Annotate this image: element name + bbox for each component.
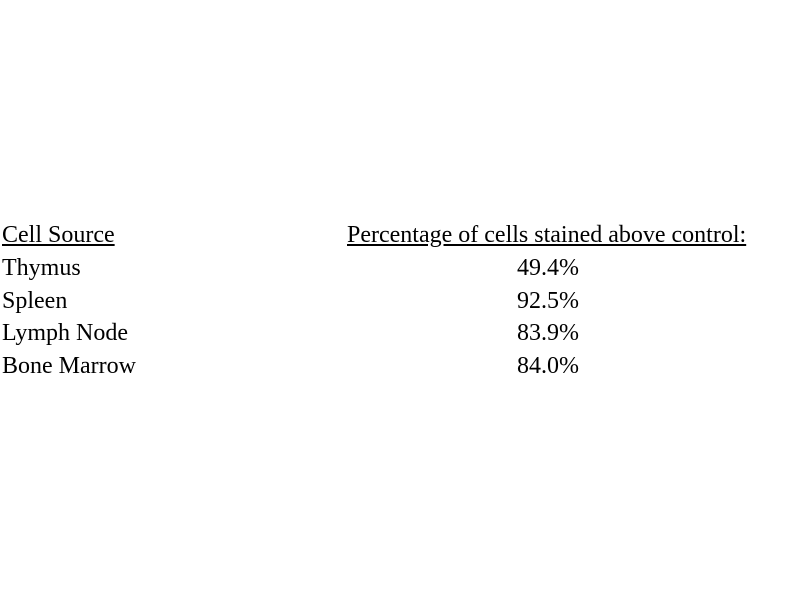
cell-source: Bone Marrow	[2, 353, 136, 379]
percentage: 84.0%	[517, 353, 579, 379]
percentage: 83.9%	[517, 320, 579, 346]
percentage: 49.4%	[517, 255, 579, 281]
cell-source: Spleen	[2, 288, 68, 314]
percentage: 92.5%	[517, 288, 579, 314]
cell-source: Lymph Node	[2, 320, 128, 346]
column-header: Percentage of cells stained above contro…	[347, 222, 747, 248]
column-header: Cell Source	[2, 222, 115, 248]
cell-source: Thymus	[2, 255, 81, 281]
